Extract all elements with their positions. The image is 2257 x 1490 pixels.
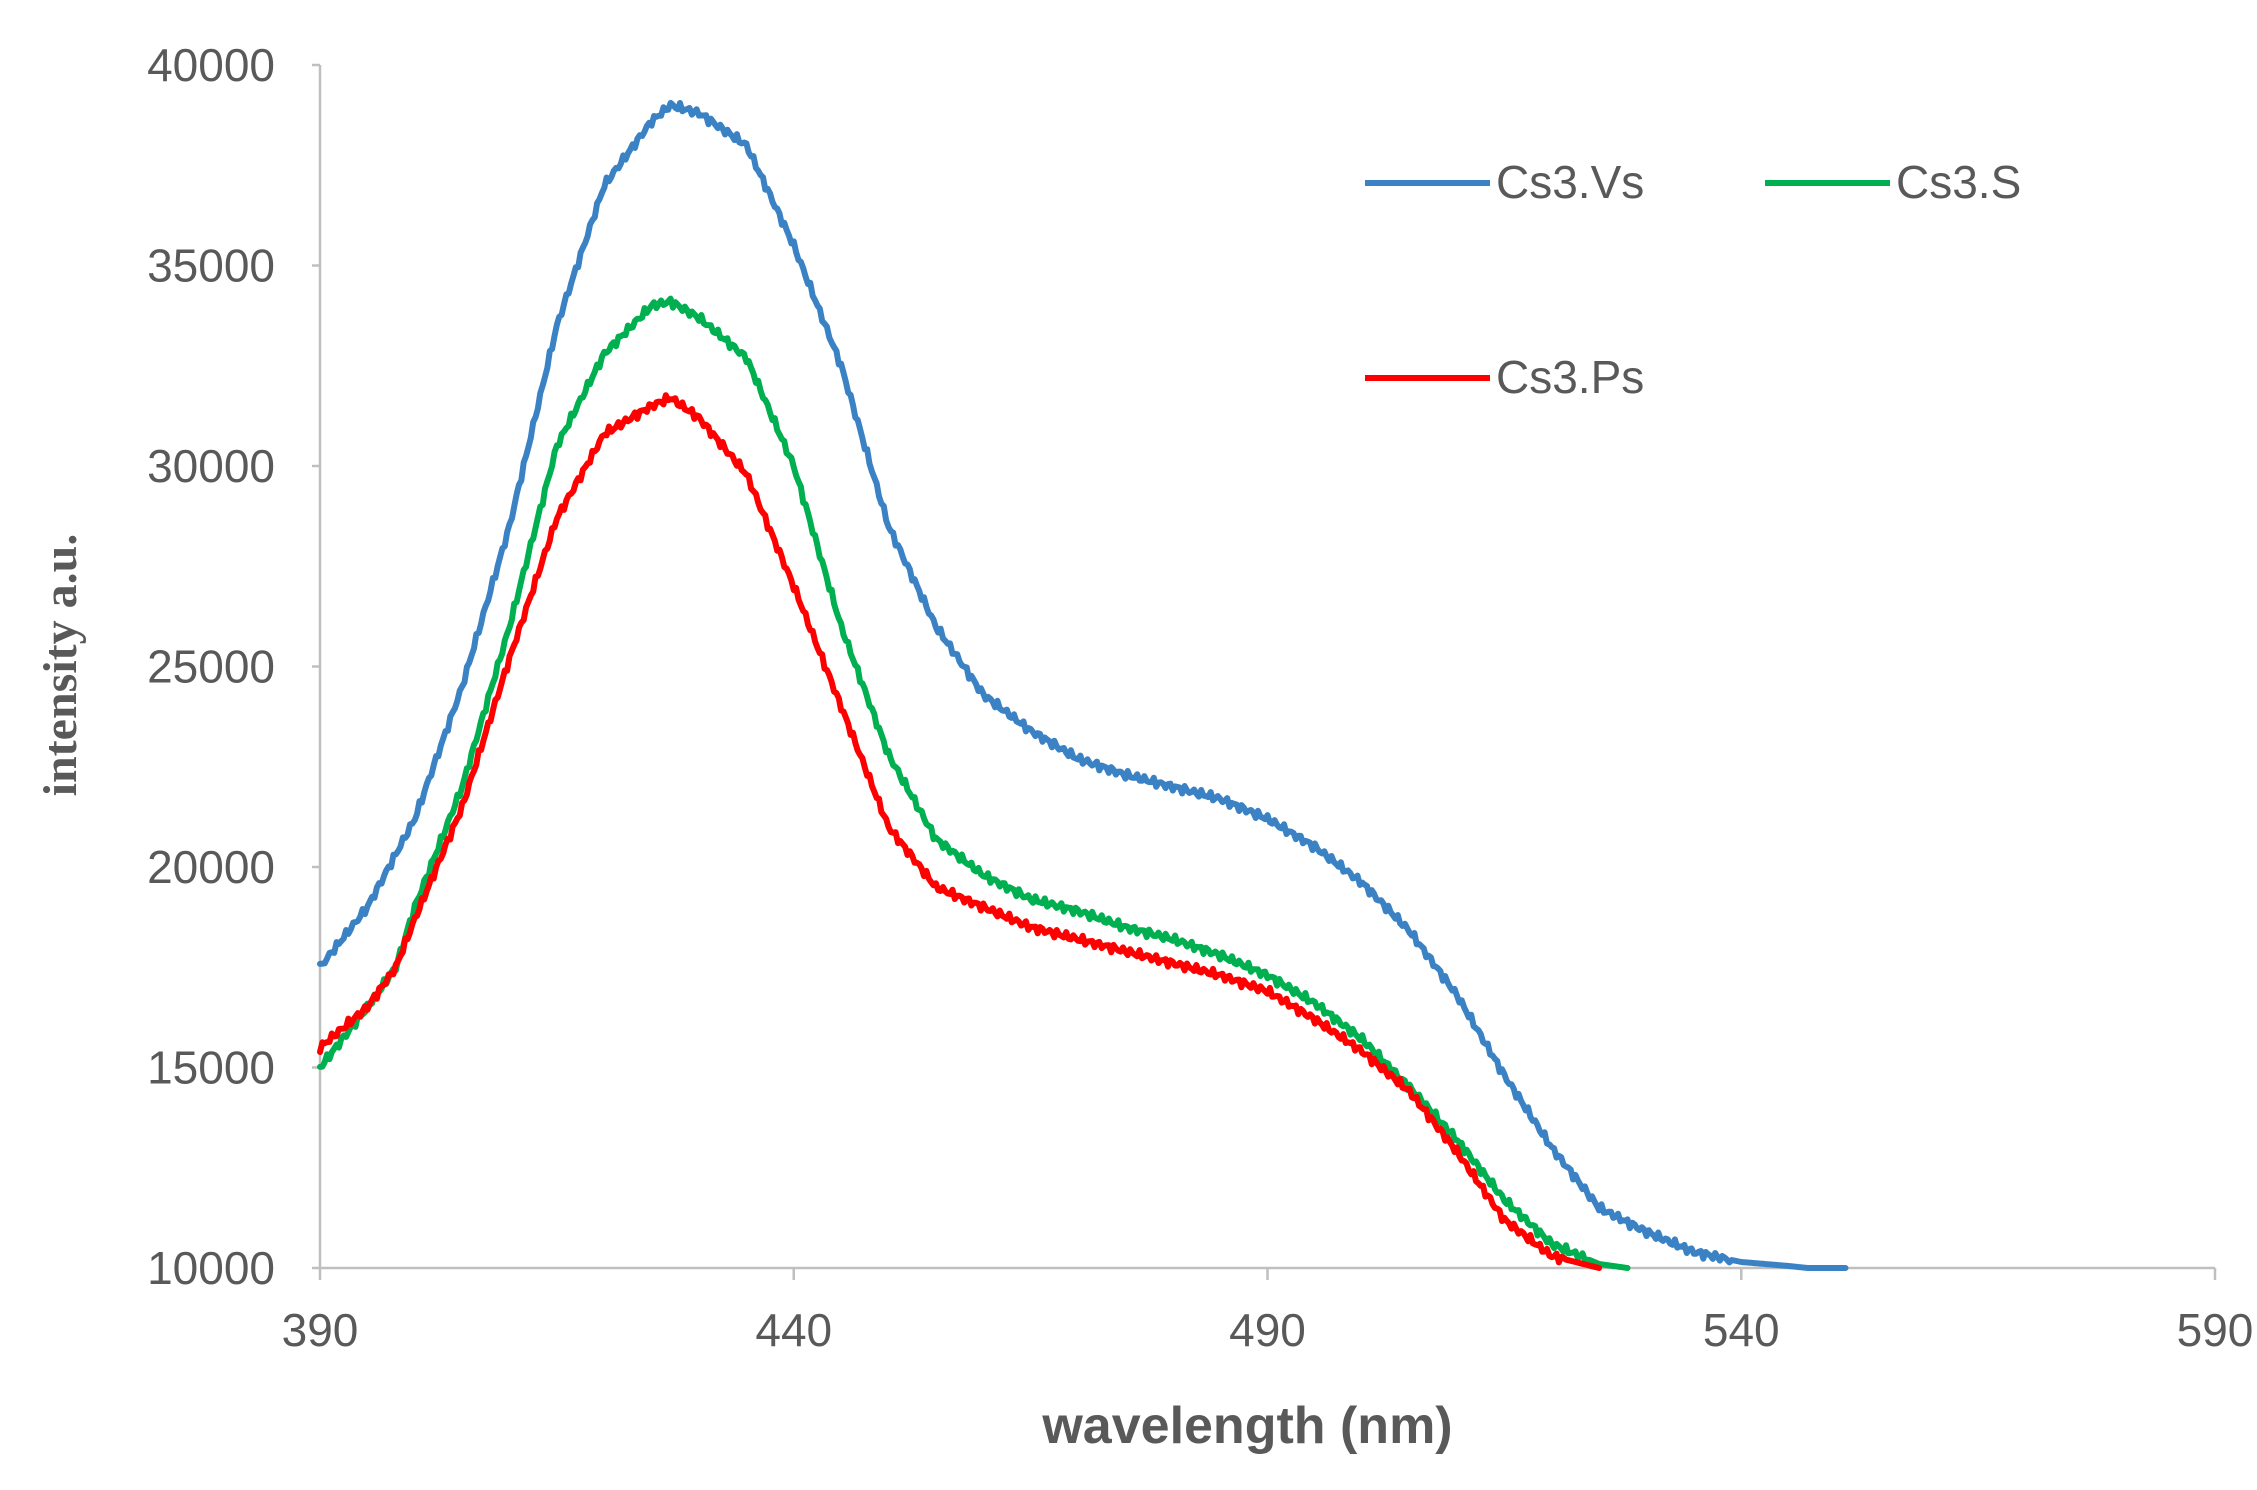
- x-tick-label: 540: [1703, 1304, 1780, 1356]
- y-tick-label: 15000: [147, 1042, 275, 1094]
- y-tick-label: 35000: [147, 240, 275, 292]
- series-layer: [317, 99, 1849, 1271]
- legend-label-cs3-ps: Cs3.Ps: [1496, 351, 1644, 403]
- legend: Cs3.Vs Cs3.S Cs3.Ps: [1365, 156, 2021, 403]
- y-tick-labels: 10000 15000 20000 25000 30000 35000 40000: [147, 39, 275, 1294]
- legend-label-cs3-vs: Cs3.Vs: [1496, 156, 1644, 208]
- series-line-cs3-ps: [317, 392, 1603, 1271]
- series-line-cs3-vs: [317, 99, 1849, 1271]
- x-axis-label: wavelength (nm): [1041, 1397, 1452, 1455]
- axes: [318, 65, 2215, 1270]
- x-tick-label: 440: [755, 1304, 832, 1356]
- y-tick-label: 40000: [147, 39, 275, 91]
- y-tick-label: 10000: [147, 1242, 275, 1294]
- x-tick-labels: 390 440 490 540 590: [282, 1304, 2254, 1356]
- y-tick-label: 30000: [147, 440, 275, 492]
- x-tick-label: 390: [282, 1304, 359, 1356]
- x-tick-label: 590: [2177, 1304, 2254, 1356]
- tick-marks: [312, 63, 2217, 1280]
- y-axis-label: intensity a.u.: [34, 534, 87, 797]
- legend-label-cs3-s: Cs3.S: [1896, 156, 2021, 208]
- x-tick-label: 490: [1229, 1304, 1306, 1356]
- series-line-cs3-s: [317, 295, 1631, 1271]
- y-tick-label: 25000: [147, 641, 275, 693]
- y-tick-label: 20000: [147, 841, 275, 893]
